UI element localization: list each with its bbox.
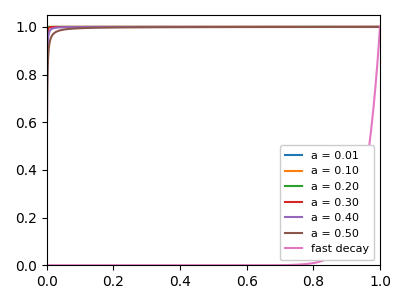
a = 0.30 bbox=[309, 25, 314, 29]
a = 0.40 bbox=[377, 25, 382, 29]
a = 0.40 bbox=[303, 25, 308, 29]
a = 0.10 bbox=[191, 25, 196, 29]
Line: fast decay: fast decay bbox=[47, 27, 379, 265]
a = 0.10 bbox=[57, 25, 62, 29]
Line: a = 0.40: a = 0.40 bbox=[47, 27, 379, 88]
fast decay bbox=[273, 263, 277, 267]
Line: a = 0.50: a = 0.50 bbox=[47, 27, 379, 120]
a = 0.01 bbox=[303, 25, 308, 29]
a = 0.10 bbox=[79, 25, 83, 29]
a = 0.50 bbox=[377, 25, 382, 29]
a = 0.50 bbox=[303, 25, 308, 29]
fast decay bbox=[303, 262, 308, 266]
a = 0.50 bbox=[273, 25, 277, 29]
a = 0.20 bbox=[79, 25, 83, 29]
fast decay bbox=[191, 264, 196, 267]
a = 0.50 bbox=[309, 25, 314, 29]
a = 0.01 bbox=[45, 25, 49, 29]
fast decay bbox=[179, 264, 184, 267]
a = 0.50 bbox=[79, 26, 83, 30]
a = 0.01 bbox=[273, 25, 277, 29]
a = 0.40 bbox=[309, 25, 314, 29]
a = 0.20 bbox=[303, 25, 308, 29]
a = 0.30 bbox=[45, 56, 49, 59]
a = 0.10 bbox=[273, 25, 278, 29]
a = 0.40 bbox=[273, 25, 277, 29]
a = 0.40 bbox=[45, 86, 49, 89]
a = 0.30 bbox=[377, 25, 382, 29]
a = 0.40 bbox=[191, 25, 196, 29]
fast decay bbox=[45, 264, 49, 267]
a = 0.30 bbox=[303, 25, 308, 29]
Line: a = 0.30: a = 0.30 bbox=[47, 27, 379, 57]
a = 0.20 bbox=[191, 25, 196, 29]
a = 0.50 bbox=[191, 25, 196, 29]
a = 0.40 bbox=[79, 25, 83, 29]
a = 0.20 bbox=[179, 25, 184, 29]
a = 0.30 bbox=[179, 25, 184, 29]
a = 0.10 bbox=[310, 25, 315, 29]
a = 0.30 bbox=[273, 25, 277, 29]
a = 0.40 bbox=[179, 25, 184, 29]
Legend: a = 0.01, a = 0.10, a = 0.20, a = 0.30, a = 0.40, a = 0.50, fast decay: a = 0.01, a = 0.10, a = 0.20, a = 0.30, … bbox=[279, 145, 373, 260]
a = 0.20 bbox=[377, 25, 382, 29]
a = 0.20 bbox=[309, 25, 314, 29]
a = 0.01 bbox=[377, 25, 382, 29]
Line: a = 0.20: a = 0.20 bbox=[47, 27, 379, 35]
fast decay bbox=[79, 264, 83, 267]
a = 0.30 bbox=[191, 25, 196, 29]
a = 0.10 bbox=[304, 25, 309, 29]
a = 0.01 bbox=[309, 25, 314, 29]
a = 0.50 bbox=[179, 25, 184, 29]
a = 0.50 bbox=[45, 119, 49, 122]
a = 0.20 bbox=[273, 25, 277, 29]
a = 0.10 bbox=[377, 25, 382, 29]
a = 0.10 bbox=[45, 25, 49, 29]
fast decay bbox=[309, 261, 314, 265]
a = 0.01 bbox=[191, 25, 196, 29]
a = 0.10 bbox=[179, 25, 184, 29]
a = 0.01 bbox=[79, 25, 83, 29]
a = 0.20 bbox=[45, 33, 49, 37]
a = 0.01 bbox=[179, 25, 184, 29]
fast decay bbox=[377, 25, 382, 29]
a = 0.30 bbox=[79, 25, 83, 29]
